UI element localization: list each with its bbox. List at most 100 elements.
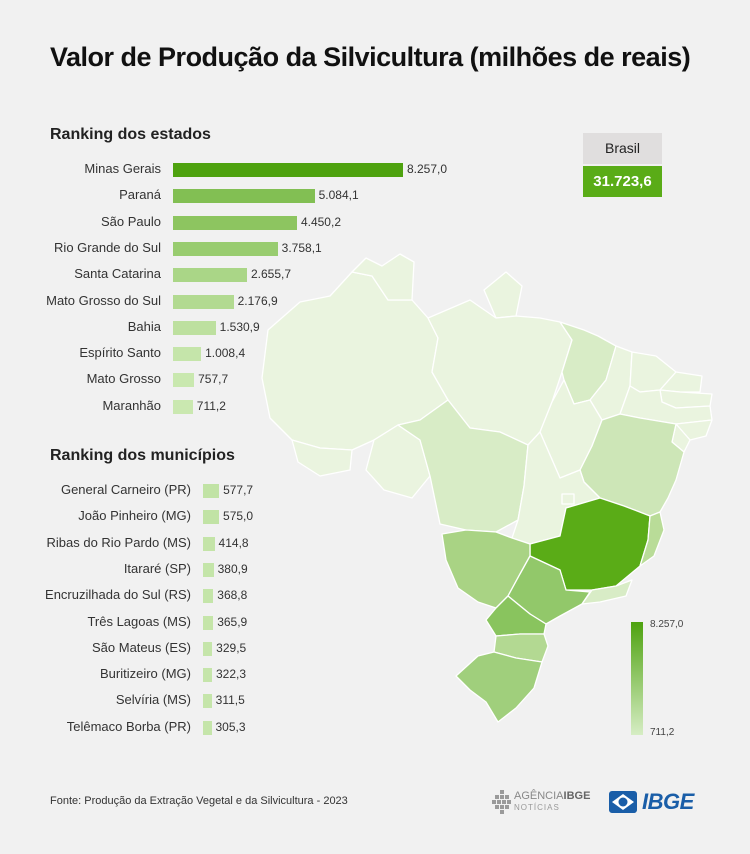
ibge-logo-text: IBGE bbox=[642, 789, 694, 814]
map-state-rj bbox=[581, 579, 633, 605]
ranking-category-label: Espírito Santo bbox=[79, 345, 161, 361]
ranking-bar bbox=[203, 536, 215, 551]
ranking-category-label: São Paulo bbox=[101, 213, 161, 229]
ranking-bar bbox=[173, 320, 216, 335]
ranking-bar bbox=[203, 668, 212, 683]
ranking-row: Minas Gerais 8.257,0 bbox=[0, 160, 447, 180]
ranking-value-label: 311,5 bbox=[215, 693, 245, 708]
ranking-category-label: João Pinheiro (MG) bbox=[78, 508, 191, 524]
ibge-logo: IBGE bbox=[608, 788, 708, 816]
ranking-category-label: Mato Grosso bbox=[86, 371, 161, 387]
ranking-category-label: Itararé (SP) bbox=[123, 560, 191, 576]
ranking-value-label: 3.758,1 bbox=[281, 240, 322, 255]
page-title: Valor de Produção da Silvicultura (milhõ… bbox=[50, 42, 691, 72]
source-note: Fonte: Produção da Extração Vegetal e da… bbox=[50, 795, 348, 807]
ranking-category-label: Paraná bbox=[119, 187, 161, 203]
ranking-bar bbox=[203, 484, 220, 498]
ranking-value-label: 757,7 bbox=[198, 372, 229, 387]
map-legend-min: 711,2 bbox=[650, 727, 675, 738]
agencia-ibge-logo: AGÊNCIAIBGE NOTÍCIAS bbox=[492, 788, 592, 816]
ranking-category-label: General Carneiro (PR) bbox=[60, 482, 191, 497]
brasil-total-box: Brasil 31.723,6 bbox=[583, 133, 662, 197]
ranking-value-label: 414,8 bbox=[218, 535, 249, 550]
ranking-value-label: 1.530,9 bbox=[219, 319, 260, 334]
ranking-value-label: 2.176,9 bbox=[237, 293, 278, 308]
ranking-value-label: 711,2 bbox=[196, 398, 226, 413]
ranking-value-label: 1.008,4 bbox=[205, 346, 246, 361]
map-state-rs bbox=[455, 651, 543, 723]
ranking-category-label: Telêmaco Borba (PR) bbox=[66, 718, 191, 734]
ranking-category-label: Ribas do Rio Pardo (MS) bbox=[46, 534, 192, 550]
ranking-row: General Carneiro (PR) 577,7 bbox=[0, 481, 253, 501]
ranking-bar bbox=[173, 294, 234, 309]
map-state-rr bbox=[351, 253, 415, 301]
ranking-row: Maranhão 711,2 bbox=[0, 397, 226, 417]
ranking-row: Mato Grosso 757,7 bbox=[0, 370, 228, 390]
ranking-value-label: 8.257,0 bbox=[407, 162, 448, 176]
ranking-bar bbox=[173, 268, 247, 283]
map-legend-gradient bbox=[631, 622, 643, 735]
agencia-logo-subtext: NOTÍCIAS bbox=[514, 803, 560, 812]
ranking-row: Mato Grosso do Sul 2.176,9 bbox=[0, 292, 278, 312]
ranking-row: Santa Catarina 2.655,7 bbox=[0, 265, 291, 285]
ranking-value-label: 577,7 bbox=[223, 483, 254, 497]
ranking-bar bbox=[173, 215, 297, 230]
ranking-category-label: São Mateus (ES) bbox=[92, 639, 191, 655]
map-legend-max: 8.257,0 bbox=[650, 619, 684, 630]
ranking-category-label: Minas Gerais bbox=[84, 161, 161, 176]
ranking-row: Selvíria (MS) 311,5 bbox=[0, 691, 245, 711]
states-ranking-title: Ranking dos estados bbox=[50, 126, 211, 143]
ranking-row: Três Lagoas (MS) 365,9 bbox=[0, 613, 247, 633]
ranking-row: Encruzilhada do Sul (RS) 368,8 bbox=[0, 586, 247, 606]
ranking-row: Espírito Santo 1.008,4 bbox=[0, 344, 245, 364]
ranking-row: Ribas do Rio Pardo (MS) 414,8 bbox=[0, 534, 249, 554]
ranking-bar bbox=[203, 694, 212, 709]
ranking-bar bbox=[173, 189, 315, 204]
ranking-value-label: 2.655,7 bbox=[250, 267, 292, 282]
ranking-bar bbox=[203, 510, 220, 525]
ranking-value-label: 4.450,2 bbox=[300, 214, 341, 229]
ranking-value-label: 365,9 bbox=[217, 614, 248, 629]
municipalities-ranking-title: Ranking dos municípios bbox=[50, 447, 235, 464]
ranking-bar bbox=[203, 615, 214, 630]
ranking-bar bbox=[203, 562, 214, 577]
ranking-bar bbox=[203, 589, 214, 604]
ranking-row: João Pinheiro (MG) 575,0 bbox=[0, 507, 253, 527]
ranking-value-label: 329,5 bbox=[216, 640, 247, 655]
ranking-category-label: Mato Grosso do Sul bbox=[46, 292, 161, 308]
map-state-es bbox=[639, 511, 665, 567]
ranking-row: Telêmaco Borba (PR) 305,3 bbox=[0, 718, 246, 738]
ranking-category-label: Santa Catarina bbox=[74, 266, 161, 282]
ranking-value-label: 305,3 bbox=[215, 719, 246, 734]
ranking-value-label: 5.084,1 bbox=[318, 188, 359, 203]
ranking-row: Itararé (SP) 380,9 bbox=[0, 560, 248, 580]
agencia-ibge-icon bbox=[492, 790, 511, 814]
ranking-bar bbox=[203, 641, 213, 656]
ranking-row: Bahia 1.530,9 bbox=[0, 318, 260, 338]
ranking-category-label: Encruzilhada do Sul (RS) bbox=[45, 587, 191, 603]
ranking-row: Rio Grande do Sul 3.758,1 bbox=[0, 239, 322, 259]
ranking-bar bbox=[203, 720, 212, 735]
ranking-category-label: Selvíria (MS) bbox=[115, 692, 191, 708]
map-state-ap bbox=[483, 271, 523, 319]
ranking-bar bbox=[173, 241, 278, 256]
ranking-category-label: Bahia bbox=[127, 318, 161, 334]
ranking-bar bbox=[173, 163, 403, 177]
ranking-bar bbox=[173, 399, 193, 414]
map-state-ac bbox=[291, 439, 353, 477]
agencia-logo-text-a: AGÊNCIA bbox=[514, 790, 564, 802]
ranking-category-label: Rio Grande do Sul bbox=[54, 239, 161, 255]
ranking-value-label: 380,9 bbox=[217, 561, 248, 576]
ibge-flag-icon bbox=[609, 791, 637, 813]
ranking-row: Paraná 5.084,1 bbox=[0, 186, 359, 206]
ranking-row: Buritizeiro (MG) 322,3 bbox=[0, 665, 246, 685]
brasil-total-value: 31.723,6 bbox=[583, 166, 662, 197]
ranking-value-label: 575,0 bbox=[223, 509, 254, 524]
map-state-df bbox=[561, 493, 575, 505]
ranking-value-label: 368,8 bbox=[217, 588, 248, 603]
agencia-logo-text-b: IBGE bbox=[563, 790, 591, 802]
ranking-category-label: Buritizeiro (MG) bbox=[99, 666, 191, 682]
ranking-category-label: Maranhão bbox=[102, 397, 161, 413]
brasil-total-label: Brasil bbox=[583, 133, 662, 164]
